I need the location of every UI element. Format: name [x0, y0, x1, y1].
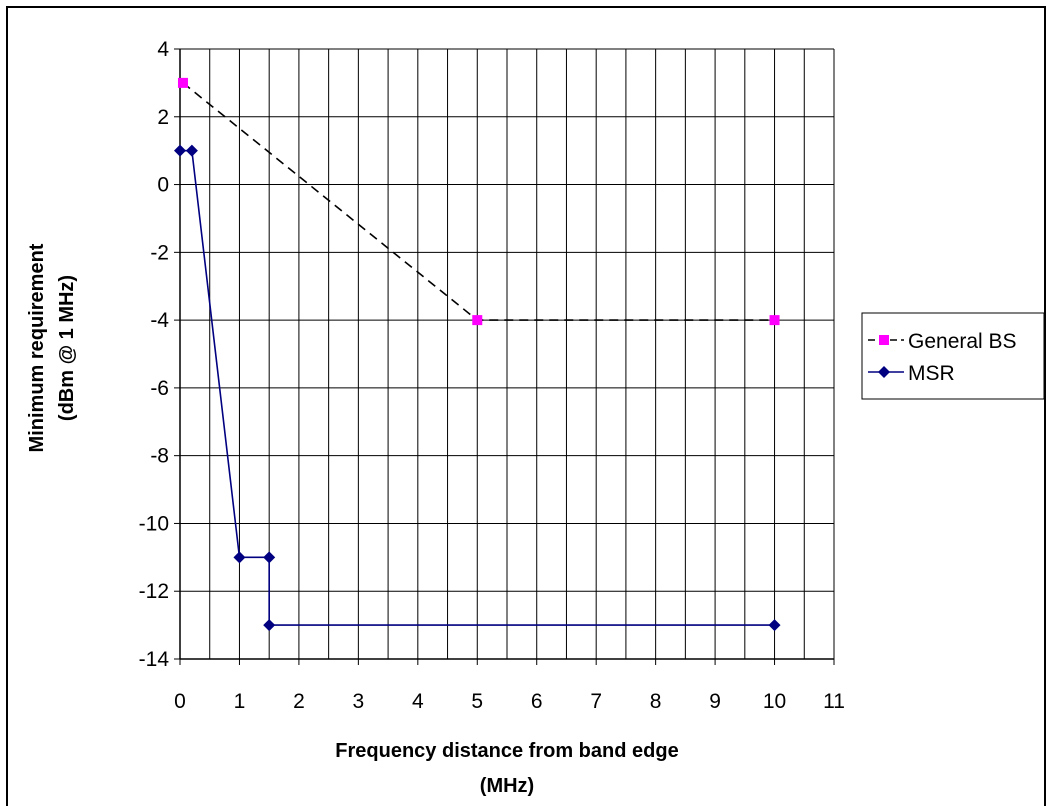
data-point-msr: [185, 144, 198, 157]
legend-swatch-marker: [879, 335, 889, 345]
data-point-msr: [263, 551, 276, 564]
legend-swatch-marker: [878, 366, 890, 378]
legend-label: General BS: [908, 330, 1017, 353]
x-tick-label: 1: [234, 690, 246, 713]
x-tick-label: 0: [174, 690, 186, 713]
legend-item-msr: MSR: [868, 362, 955, 385]
y-tick-label: -14: [139, 648, 170, 671]
x-tick-label: 3: [353, 690, 365, 713]
x-tick-label: 10: [763, 690, 786, 713]
legend: General BS MSR: [861, 312, 1045, 400]
y-tick-label: -10: [139, 512, 169, 535]
x-tick-label: 5: [471, 690, 483, 713]
data-point-msr: [233, 551, 246, 564]
data-point-general-bs: [472, 315, 483, 326]
x-axis-title-line: Frequency distance from band edge: [335, 740, 678, 762]
data-point-msr: [768, 619, 781, 632]
data-point-msr: [263, 619, 276, 632]
data-point-general-bs: [769, 315, 780, 326]
x-tick-label: 4: [412, 690, 424, 713]
y-tick-label: -8: [150, 445, 169, 468]
y-tick-label: -6: [150, 377, 169, 400]
tick-labels: 420-2-4-6-8-10-12-140 1 2 3 4 5 6 7 8 9 10 11: [139, 38, 845, 713]
x-tick-label: 9: [709, 690, 721, 713]
y-tick-label: 2: [157, 106, 169, 129]
legend-box: [861, 312, 1045, 400]
chart-frame: [6, 6, 1046, 806]
y-tick-label: -4: [150, 309, 169, 332]
y-tick-label: 0: [157, 174, 169, 197]
series-general-bs: [177, 77, 780, 326]
legend-item-general-bs: General BS: [868, 330, 1017, 353]
y-axis-title-line: Minimum requirement: [26, 243, 48, 452]
x-tick-label: 8: [650, 690, 662, 713]
x-tick-label: 7: [590, 690, 602, 713]
x-tick-label: 6: [531, 690, 543, 713]
series-layer: [174, 77, 781, 632]
x-tick-label: 11: [823, 690, 845, 713]
y-tick-label: -2: [150, 241, 169, 264]
y-tick-label: -12: [139, 580, 169, 603]
y-tick-label: 4: [157, 38, 169, 61]
series-msr: [174, 144, 781, 632]
data-point-msr: [174, 144, 186, 157]
y-axis-title-line: (dBm @ 1 MHz): [56, 275, 78, 421]
axis-titles: Frequency distance from band edge (MHz) Mi…: [26, 243, 679, 797]
legend-label: MSR: [908, 362, 955, 385]
x-tick-label: 2: [293, 690, 305, 713]
x-axis-title-line: (MHz): [480, 775, 534, 797]
data-point-general-bs: [177, 77, 188, 88]
grid: [180, 48, 835, 659]
